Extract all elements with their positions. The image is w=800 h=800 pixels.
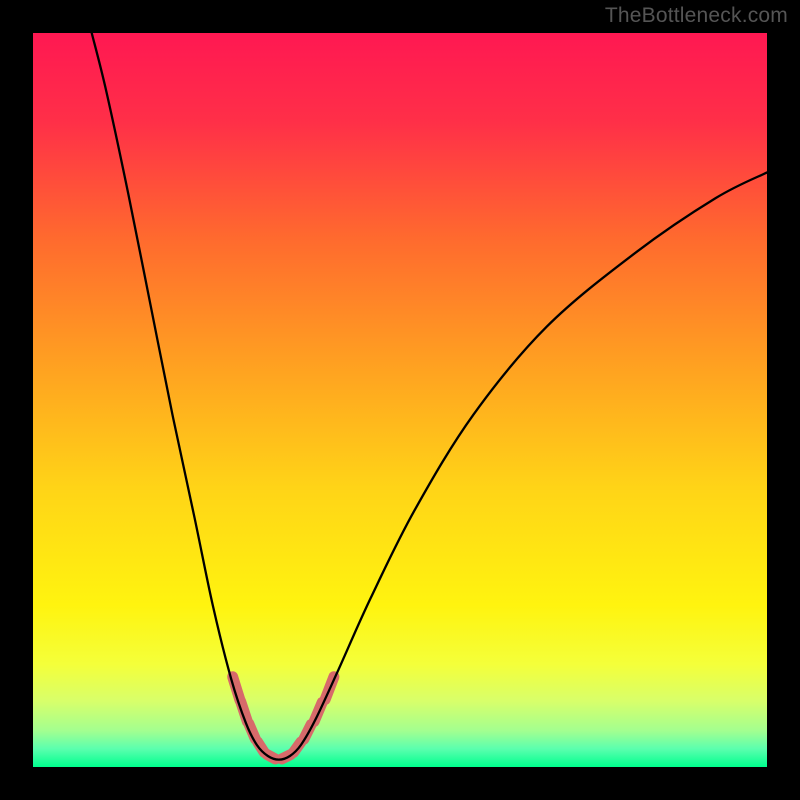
plot-area <box>33 33 767 767</box>
knot-marker <box>233 677 334 759</box>
curve-layer <box>33 33 767 767</box>
watermark-text: TheBottleneck.com <box>605 4 788 28</box>
bottleneck-curve <box>92 33 767 760</box>
